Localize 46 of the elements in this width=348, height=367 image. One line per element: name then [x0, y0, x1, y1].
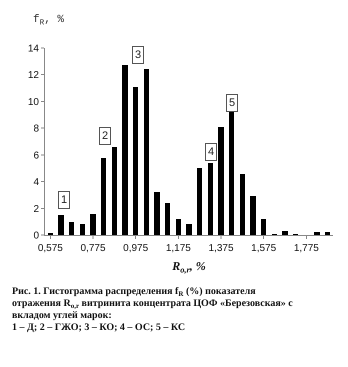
x-tick-label: 0,575 — [38, 243, 64, 254]
bar — [165, 203, 170, 235]
bar — [112, 147, 117, 235]
bar — [240, 174, 245, 235]
x-tick-label: 1,775 — [294, 243, 320, 254]
bar — [282, 231, 288, 235]
y-tick-label: 8 — [33, 124, 40, 135]
x-tick-label: 1,575 — [251, 243, 277, 254]
bar — [154, 192, 160, 235]
annotation: 5 — [229, 97, 236, 109]
bar — [58, 215, 64, 235]
bar — [69, 222, 74, 235]
bar — [186, 224, 192, 235]
x-tick-label: 0,975 — [123, 243, 149, 254]
annotation: 1 — [61, 194, 68, 206]
annotation: 2 — [102, 130, 108, 142]
bar — [176, 219, 181, 235]
y-tick-label: 4 — [33, 177, 40, 188]
text: Рис. 1. Гистограмма распределения f$_{R}$ (%) показателя отражения R$_{o,r}$ витринита концентрата ЦОФ «Березовская» с вкладом углей марок: — [12, 286, 293, 321]
bar — [144, 69, 149, 235]
annotation: 4 — [208, 146, 214, 158]
bar — [197, 168, 202, 235]
y-axis-title: f$_{R}$, % — [33, 14, 64, 28]
y-tick-label: 6 — [33, 150, 40, 162]
bar — [122, 65, 128, 235]
y-tick-label: 2 — [33, 204, 40, 215]
x-axis-title: R$_{o,r}$, % — [171, 258, 206, 274]
bar — [314, 232, 320, 235]
y-tick-label: 0 — [33, 230, 40, 242]
bar — [261, 219, 266, 235]
bar — [325, 232, 330, 235]
bar — [80, 224, 85, 235]
y-tick-label: 14 — [28, 44, 40, 54]
y-tick-label: 10 — [28, 96, 40, 108]
annotation: 3 — [135, 49, 142, 61]
x-tick-label: 1,375 — [208, 243, 234, 254]
bar — [250, 196, 256, 235]
bar — [218, 127, 224, 235]
bar — [101, 158, 106, 235]
x-tick-label: 1,175 — [166, 243, 192, 254]
bar — [208, 163, 213, 235]
x-tick-label: 0,775 — [80, 243, 106, 254]
bar — [90, 214, 96, 235]
y-tick-label: 12 — [28, 70, 40, 82]
text: 1 – Д; 2 – ГЖО; 3 – КО; 4 – ОС; 5 – КС — [12, 322, 186, 333]
bar — [133, 87, 138, 235]
